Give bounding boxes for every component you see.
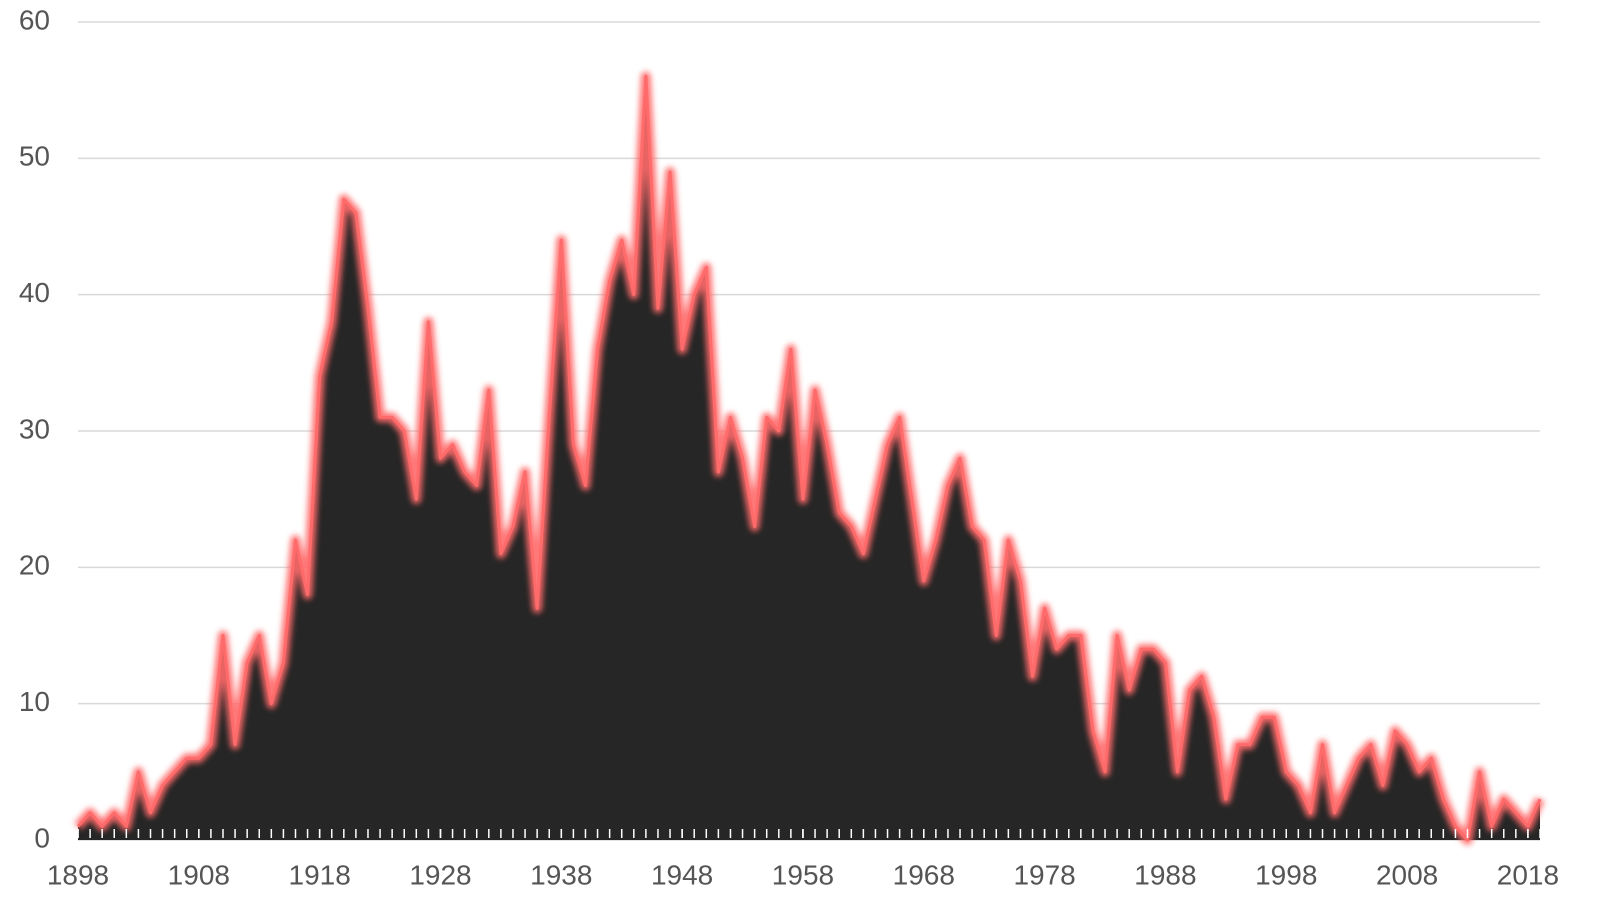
x-tick-label: 1928 [409,859,471,890]
x-tick-label: 1918 [289,859,351,890]
y-tick-label: 40 [19,277,50,308]
x-tick-label: 2008 [1376,859,1438,890]
y-tick-label: 20 [19,550,50,581]
x-tick-label: 2018 [1497,859,1559,890]
y-tick-label: 10 [19,686,50,717]
line [76,75,1542,842]
y-tick-label: 30 [19,413,50,444]
x-tick-label: 1948 [651,859,713,890]
x-tick-label: 1998 [1255,859,1317,890]
x-tick-label: 1978 [1013,859,1075,890]
y-tick-label: 60 [19,4,50,35]
x-tick-label: 1968 [893,859,955,890]
x-tick-label: 1898 [47,859,109,890]
y-tick-label: 0 [34,822,50,853]
x-tick-label: 1908 [168,859,230,890]
y-tick-label: 50 [19,141,50,172]
x-tick-label: 1988 [1134,859,1196,890]
x-tick-label: 1938 [530,859,592,890]
x-tick-label: 1958 [772,859,834,890]
